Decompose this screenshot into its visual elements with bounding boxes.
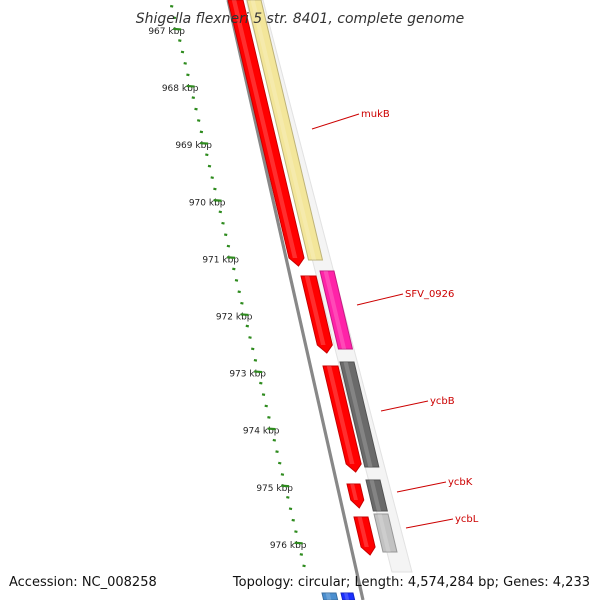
cds-forward-ycbB[interactable]: [322, 365, 362, 473]
ruler-tick: [194, 107, 198, 111]
ruler-tick-label: 975 kbp: [256, 484, 293, 494]
ruler-tick: [286, 495, 290, 499]
ruler-tick: [254, 370, 263, 374]
ruler-tick: [213, 199, 222, 202]
map-title: Shigella flexneri 5 str. 8401, complete …: [136, 11, 465, 27]
ruler-tick: [267, 416, 271, 419]
ruler-tick-label: 969 kbp: [175, 141, 212, 151]
ruler-tick: [259, 381, 263, 385]
ruler-tick: [172, 16, 177, 20]
cds-bottom-2[interactable]: [340, 592, 356, 600]
ruler-tick: [196, 119, 201, 122]
gene-label-mukB[interactable]: mukB: [361, 109, 390, 120]
ruler-tick: [240, 313, 249, 317]
ruler-tick: [199, 130, 204, 134]
ruler-tick: [288, 507, 293, 511]
ruler-tick: [302, 564, 306, 568]
cog-ycbL[interactable]: [373, 513, 398, 553]
ruler-tick-label: 968 kbp: [162, 84, 199, 94]
gene-label-ycbL[interactable]: ycbL: [455, 514, 479, 525]
ruler-tick-label: 970 kbp: [189, 198, 226, 208]
ruler-tick: [169, 4, 174, 8]
ruler-tick: [226, 244, 231, 248]
ruler-tick: [210, 176, 214, 179]
ruler-tick: [275, 450, 279, 454]
gene-labels: mukB SFV_0926 ycbB ycbK ycbL: [311, 109, 479, 529]
cds-forward-SFV_0926[interactable]: [300, 275, 333, 354]
genome-backbone: [226, 0, 365, 600]
ruler-tick: [213, 187, 217, 191]
ruler-tick: [253, 358, 258, 362]
ruler-tick: [173, 27, 182, 31]
ruler-tick: [245, 324, 250, 328]
gene-label-SFV_0926[interactable]: SFV_0926: [405, 289, 454, 300]
ruler-tick: [221, 221, 225, 225]
ruler-tick: [183, 62, 187, 65]
ruler-tick: [280, 473, 285, 476]
ruler-tick: [248, 336, 252, 339]
ruler-tick-label: 974 kbp: [243, 427, 280, 437]
ruler-tick: [261, 393, 266, 396]
ruler-tick: [186, 84, 195, 88]
ruler-tick: [207, 164, 212, 168]
topology-summary: Topology: circular; Length: 4,574,284 bp…: [232, 575, 590, 590]
gene-label-leader: [405, 518, 454, 529]
cds-forward-ycbL[interactable]: [353, 516, 376, 556]
ruler-tick: [294, 541, 303, 545]
ruler-tick: [281, 484, 290, 488]
ruler-tick: [264, 404, 268, 408]
ruler-tick: [234, 279, 239, 282]
gene-label-leader: [311, 113, 360, 130]
ruler-tick-label: 967 kbp: [148, 27, 185, 37]
ruler-tick: [291, 518, 295, 522]
ruler-tick: [178, 39, 182, 42]
ruler-tick: [218, 210, 223, 214]
kbp-ruler: 967 kbp 968 kbp 969 kbp 970 kbp 971 kbp 972 k…: [148, 4, 307, 568]
accession-text: Accession: NC_008258: [9, 575, 157, 590]
ruler-tick-label: 972 kbp: [216, 313, 253, 323]
gene-label-ycbB[interactable]: ycbB: [430, 396, 455, 407]
cog-ycbB[interactable]: [339, 361, 380, 468]
cds-bottom-1[interactable]: [321, 592, 339, 600]
cds-forward-mukB[interactable]: [227, 0, 305, 267]
ruler-tick: [186, 73, 190, 77]
ruler-tick: [237, 290, 241, 294]
cog-ycbK[interactable]: [365, 479, 388, 512]
ruler-tick-label: 973 kbp: [229, 370, 266, 380]
ruler-tick: [294, 530, 298, 533]
ruler-tick-label: 976 kbp: [270, 541, 307, 551]
ruler-tick: [250, 347, 255, 351]
ruler-tick: [227, 256, 236, 259]
ruler-tick: [240, 301, 244, 305]
ruler-tick: [232, 267, 236, 271]
ruler-tick: [272, 438, 277, 442]
gene-label-leader: [396, 481, 447, 493]
ruler-tick: [205, 153, 209, 157]
ruler-tick: [267, 427, 276, 431]
ruler-tick: [278, 461, 282, 465]
ruler-tick-label: 971 kbp: [202, 255, 239, 265]
ruler-tick: [223, 233, 228, 237]
gene-label-ycbK[interactable]: ycbK: [448, 477, 473, 488]
ruler-tick: [299, 553, 304, 556]
ruler-tick: [180, 50, 185, 54]
gene-label-leader: [380, 400, 429, 412]
cog-mukB[interactable]: [246, 0, 324, 261]
gene-tracks: [226, 0, 413, 600]
ruler-tick: [200, 141, 209, 145]
cds-forward-ycbK[interactable]: [346, 483, 365, 509]
cog-SFV_0926[interactable]: [319, 270, 354, 350]
ruler-tick: [191, 96, 196, 100]
gene-label-leader: [356, 293, 404, 306]
